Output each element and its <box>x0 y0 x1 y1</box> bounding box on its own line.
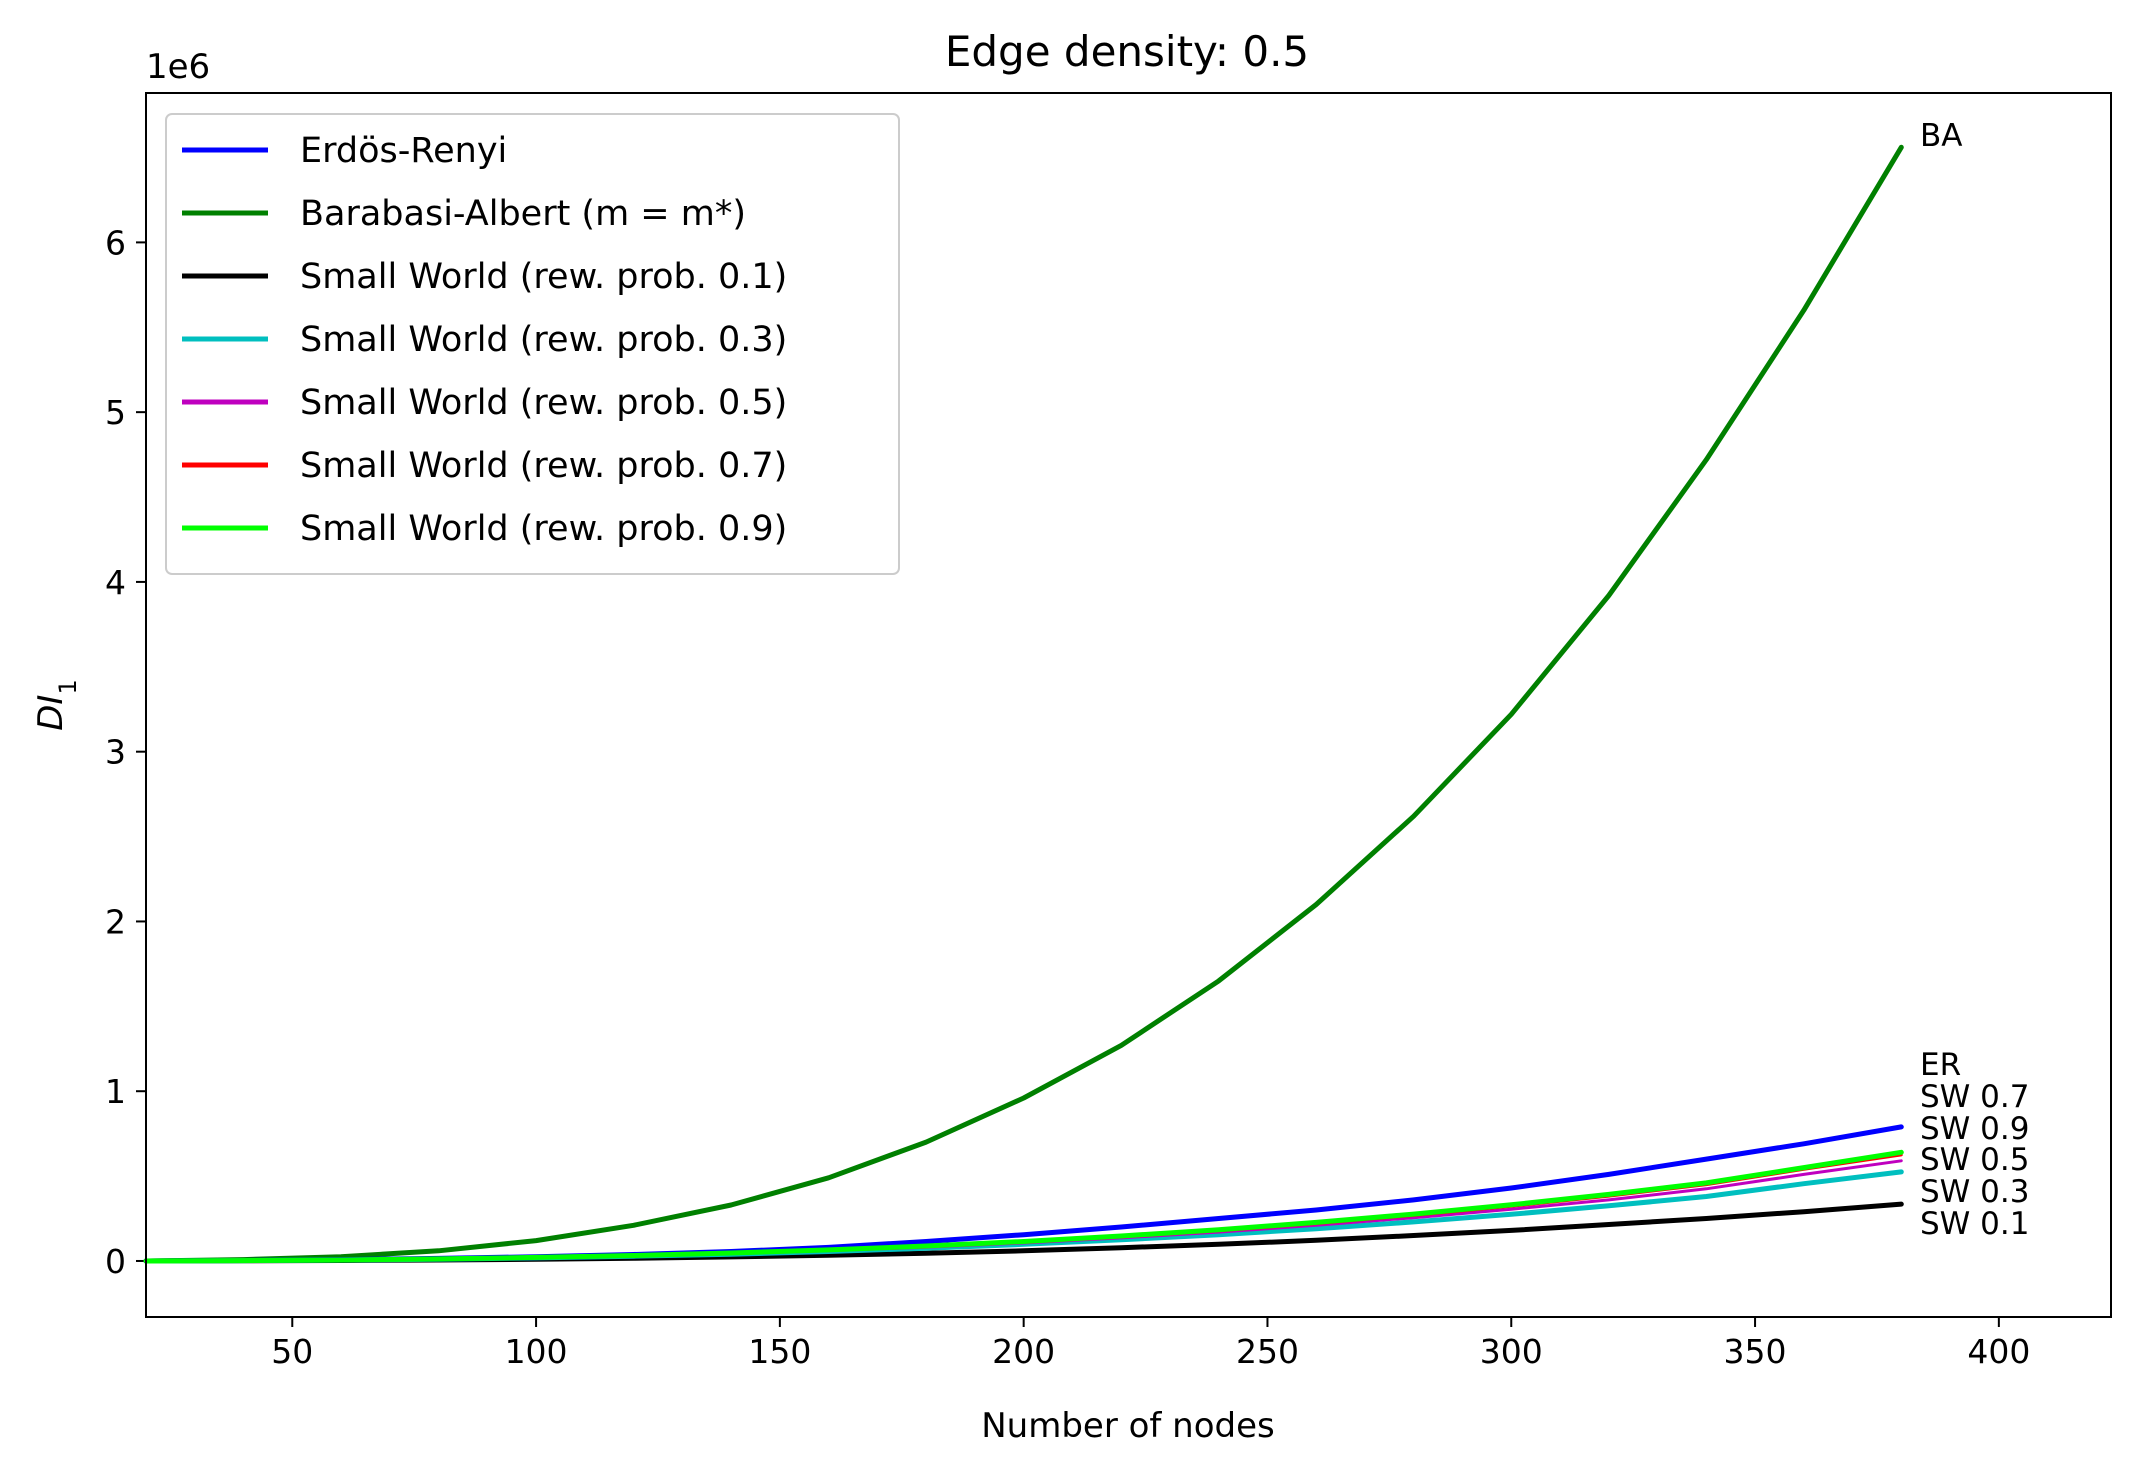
series-lines <box>143 144 1904 1264</box>
legend-label: Small World (rew. prob. 0.7) <box>300 446 787 486</box>
y-offset-text: 1e6 <box>146 47 210 87</box>
x-tick-label: 250 <box>1236 1332 1299 1371</box>
series-line-6 <box>143 1149 1904 1264</box>
y-tick-label: 0 <box>105 1242 126 1281</box>
legend-label: Small World (rew. prob. 0.3) <box>300 320 787 360</box>
legend-label: Small World (rew. prob. 0.5) <box>300 383 787 423</box>
end-label: SW 0.3 <box>1920 1174 2029 1210</box>
end-label: SW 0.5 <box>1920 1142 2029 1178</box>
x-axis-label: Number of nodes <box>981 1406 1275 1446</box>
x-tick-label: 150 <box>748 1332 811 1371</box>
end-label: SW 0.7 <box>1920 1079 2029 1115</box>
x-axis-ticks: 50 100 150 200 250 300 350 400 <box>271 1317 2030 1371</box>
plot-frame <box>145 92 2112 1318</box>
chart-title: Edge density: 0.5 <box>945 27 1309 76</box>
series-line-1 <box>143 144 1904 1264</box>
end-label: SW 0.9 <box>1920 1111 2029 1147</box>
y-axis-ticks: 0 1 2 3 4 5 6 <box>105 223 146 1281</box>
legend-label: Erdös-Renyi <box>300 131 507 171</box>
x-tick-label: 400 <box>1967 1332 2030 1371</box>
legend-label: Small World (rew. prob. 0.1) <box>300 257 787 297</box>
end-label: ER <box>1920 1047 1961 1083</box>
x-tick-label: 50 <box>271 1332 313 1371</box>
y-tick-label: 5 <box>105 393 126 432</box>
y-axis-label-subscript: 1 <box>54 679 82 694</box>
x-tick-label: 300 <box>1480 1332 1543 1371</box>
y-tick-label: 6 <box>105 223 126 262</box>
x-tick-label: 100 <box>505 1332 568 1371</box>
x-tick-label: 350 <box>1724 1332 1787 1371</box>
legend-label: Barabasi-Albert (m = m*) <box>300 194 746 234</box>
legend: Erdös-Renyi Barabasi-Albert (m = m*) Small… <box>165 113 900 575</box>
y-axis-label-main: DI <box>31 695 71 731</box>
y-tick-label: 2 <box>105 902 126 941</box>
end-label: BA <box>1920 118 1962 154</box>
x-tick-label: 200 <box>992 1332 1055 1371</box>
y-tick-label: 4 <box>105 563 126 602</box>
end-label: SW 0.1 <box>1920 1206 2029 1242</box>
y-axis-label: DI1 <box>31 679 82 731</box>
legend-box <box>165 113 900 575</box>
legend-label: Small World (rew. prob. 0.9) <box>300 509 787 549</box>
y-tick-label: 1 <box>105 1072 126 1111</box>
y-tick-label: 3 <box>105 733 126 772</box>
